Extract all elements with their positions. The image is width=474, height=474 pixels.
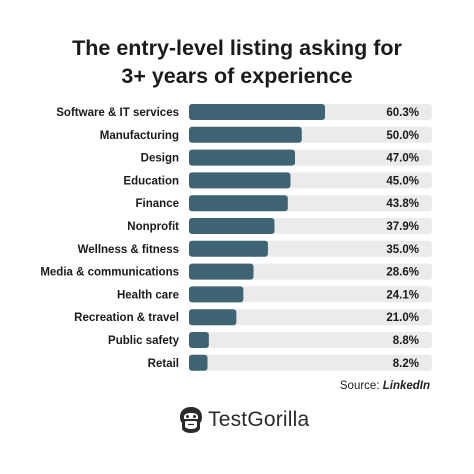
- bar: [189, 309, 237, 326]
- value-label: 47.0%: [386, 153, 419, 165]
- brand-name: TestGorilla: [208, 408, 310, 431]
- bar: [189, 286, 244, 303]
- chart-title-line-2: 3+ years of experience: [121, 64, 353, 88]
- bar-track: [189, 332, 432, 348]
- value-label: 24.1%: [386, 289, 419, 301]
- category-label: Health care: [117, 289, 179, 301]
- category-label: Media & communications: [40, 267, 179, 279]
- value-label: 8.8%: [393, 335, 419, 347]
- value-label: 60.3%: [386, 107, 419, 119]
- category-label: Finance: [136, 198, 179, 210]
- source-name: LinkedIn: [382, 380, 430, 392]
- chart-title: The entry-level listing asking for 3+ ye…: [0, 34, 474, 90]
- chart-title-line-1: The entry-level listing asking for: [72, 36, 402, 60]
- source-note: Source: LinkedIn: [340, 380, 430, 392]
- bar: [189, 240, 268, 257]
- brand-logo: TestGorilla: [178, 406, 309, 434]
- category-label: Retail: [148, 358, 179, 370]
- bar: [189, 332, 209, 348]
- bar-track: [189, 309, 432, 326]
- category-label: Education: [123, 175, 179, 187]
- value-label: 43.8%: [386, 198, 419, 210]
- value-label: 45.0%: [386, 175, 419, 187]
- value-label: 28.6%: [386, 267, 419, 279]
- bar: [189, 354, 208, 371]
- source-prefix: Source:: [339, 380, 383, 392]
- bar: [189, 218, 275, 234]
- bar-track: [189, 286, 432, 303]
- value-label: 35.0%: [386, 244, 419, 256]
- category-label: Nonprofit: [127, 221, 179, 233]
- bar: [189, 195, 288, 212]
- category-label: Public safety: [108, 335, 180, 347]
- gorilla-logo-icon: [180, 407, 202, 433]
- category-label: Manufacturing: [100, 130, 179, 142]
- category-label: Recreation & travel: [74, 312, 179, 324]
- bar: [189, 263, 254, 280]
- value-label: 21.0%: [386, 312, 419, 324]
- category-label: Design: [141, 153, 179, 165]
- bar: [189, 149, 296, 166]
- bar: [189, 172, 291, 189]
- value-label: 37.9%: [386, 221, 419, 233]
- category-label: Software & IT services: [56, 107, 179, 119]
- category-label: Wellness & fitness: [78, 244, 179, 256]
- bar: [189, 104, 325, 120]
- bar: [189, 126, 302, 143]
- bar-track: [189, 354, 432, 371]
- value-label: 8.2%: [393, 358, 419, 370]
- value-label: 50.0%: [386, 130, 419, 142]
